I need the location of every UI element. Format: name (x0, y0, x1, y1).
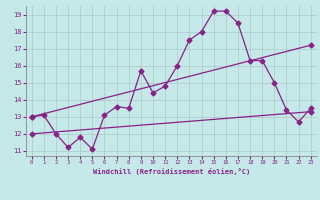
X-axis label: Windchill (Refroidissement éolien,°C): Windchill (Refroidissement éolien,°C) (92, 168, 250, 175)
